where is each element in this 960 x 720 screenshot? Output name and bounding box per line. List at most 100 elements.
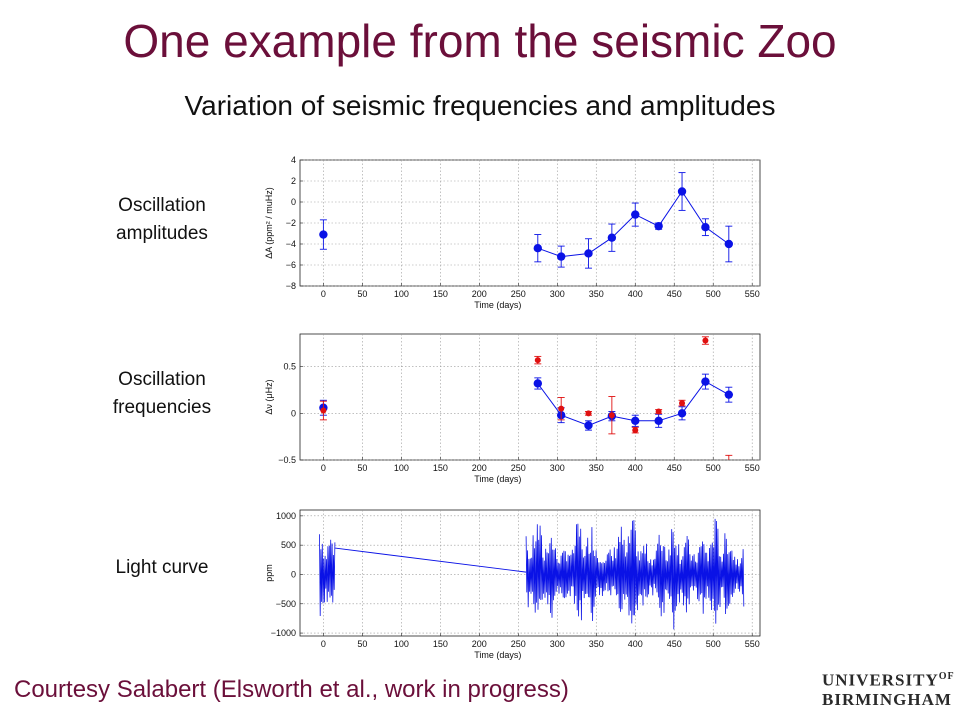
x-tick-label: 350 bbox=[589, 639, 604, 649]
y-axis-label: ppm bbox=[264, 564, 274, 582]
data-point bbox=[724, 390, 734, 399]
plot-area bbox=[319, 336, 734, 468]
x-tick-label: 400 bbox=[628, 463, 643, 473]
data-point bbox=[558, 405, 565, 412]
data-point bbox=[724, 239, 734, 249]
x-tick-label: 300 bbox=[550, 289, 565, 299]
data-point bbox=[584, 421, 593, 430]
lightcurve-chart: 0 50 100 150 200 250 300 350 400 450 500 550 1000 500… bbox=[264, 509, 761, 660]
data-point bbox=[677, 409, 687, 418]
data-point bbox=[584, 249, 593, 258]
x-tick-label: 300 bbox=[550, 639, 565, 649]
x-tick-label: 250 bbox=[511, 639, 526, 649]
data-point bbox=[655, 408, 662, 415]
y-axis-label: Δν (μHz) bbox=[264, 379, 274, 414]
x-tick-label: 100 bbox=[394, 463, 409, 473]
x-tick-label: 100 bbox=[394, 289, 409, 299]
data-point bbox=[320, 407, 327, 414]
x-tick-label: 400 bbox=[628, 639, 643, 649]
x-tick-label: 550 bbox=[745, 463, 760, 473]
x-tick-label: 200 bbox=[472, 639, 487, 649]
data-point bbox=[631, 416, 640, 425]
data-point bbox=[702, 337, 709, 344]
y-tick-label: 500 bbox=[281, 540, 296, 550]
data-point bbox=[679, 400, 686, 407]
data-point bbox=[631, 210, 640, 219]
frequency-chart: 0 50 100 150 200 250 300 350 400 450 500 550 0.5 0 −0.… bbox=[264, 333, 761, 484]
x-tick-label: 200 bbox=[472, 463, 487, 473]
x-tick-label: 450 bbox=[667, 463, 682, 473]
amplitude-chart: 0 50 100 150 200 250 300 350 400 450 500 550 4 2 0 −2 −4… bbox=[264, 155, 761, 310]
data-point bbox=[607, 233, 617, 242]
data-point bbox=[701, 223, 710, 232]
data-point bbox=[556, 252, 566, 261]
x-tick-label: 0 bbox=[321, 463, 326, 473]
x-tick-label: 0 bbox=[321, 289, 326, 299]
x-tick-label: 350 bbox=[589, 289, 604, 299]
data-point bbox=[654, 221, 663, 231]
y-tick-label: −0.5 bbox=[278, 455, 296, 465]
x-tick-label: 500 bbox=[706, 639, 721, 649]
plot-frame bbox=[299, 159, 761, 287]
courtesy-footer: Courtesy Salabert (Elsworth et al., work… bbox=[14, 676, 569, 703]
x-tick-label: 50 bbox=[357, 463, 367, 473]
x-tick-label: 450 bbox=[667, 639, 682, 649]
x-tick-label: 0 bbox=[321, 639, 326, 649]
y-tick-label: 0.5 bbox=[283, 362, 296, 372]
plot-frame bbox=[299, 333, 761, 461]
gap-line bbox=[335, 547, 527, 573]
data-point bbox=[726, 462, 732, 468]
x-tick-label: 550 bbox=[745, 289, 760, 299]
y-tick-label: −2 bbox=[286, 218, 296, 228]
y-tick-label: −1000 bbox=[271, 628, 296, 638]
x-tick-label: 200 bbox=[472, 289, 487, 299]
x-tick-label: 300 bbox=[550, 463, 565, 473]
data-point bbox=[585, 410, 592, 417]
slide-title: One example from the seismic Zoo bbox=[123, 15, 837, 67]
x-tick-label: 500 bbox=[706, 463, 721, 473]
data-point bbox=[701, 377, 710, 386]
logo-of: OF bbox=[938, 671, 955, 682]
x-axis-label: Time (days) bbox=[474, 300, 521, 310]
x-tick-label: 450 bbox=[667, 289, 682, 299]
y-tick-label: −500 bbox=[276, 599, 296, 609]
y-tick-label: 0 bbox=[291, 569, 296, 579]
y-axis-label: ΔA (ppm² / muHz) bbox=[264, 187, 274, 259]
x-axis-label: Time (days) bbox=[474, 474, 521, 484]
plot-area bbox=[319, 518, 745, 630]
data-point bbox=[654, 416, 663, 425]
x-tick-label: 550 bbox=[745, 639, 760, 649]
light-curve-trace bbox=[319, 534, 336, 617]
y-tick-label: −6 bbox=[286, 260, 296, 270]
x-tick-label: 350 bbox=[589, 463, 604, 473]
y-tick-label: −8 bbox=[286, 281, 296, 291]
y-tick-label: 0 bbox=[291, 408, 296, 418]
x-tick-label: 150 bbox=[433, 639, 448, 649]
amplitudes-label: Oscillation amplitudes bbox=[116, 195, 208, 244]
light-curve-trace bbox=[525, 518, 745, 630]
data-point bbox=[608, 412, 615, 419]
data-point bbox=[534, 357, 541, 364]
x-axis-label: Time (days) bbox=[474, 650, 521, 660]
data-point bbox=[319, 230, 328, 239]
data-point bbox=[533, 244, 542, 253]
x-tick-label: 50 bbox=[357, 639, 367, 649]
y-tick-label: 2 bbox=[291, 176, 296, 186]
y-tick-label: 1000 bbox=[276, 511, 296, 521]
plot-area bbox=[319, 172, 734, 269]
logo-birmingham: BIRMINGHAM bbox=[822, 689, 952, 709]
data-point bbox=[677, 187, 687, 196]
slide-subtitle: Variation of seismic frequencies and amp… bbox=[184, 90, 776, 121]
data-point bbox=[533, 379, 542, 388]
data-point bbox=[632, 427, 639, 434]
y-tick-label: 0 bbox=[291, 197, 296, 207]
frequencies-label: Oscillation frequencies bbox=[112, 369, 212, 418]
x-tick-label: 250 bbox=[511, 289, 526, 299]
y-tick-label: 4 bbox=[291, 155, 296, 165]
x-tick-label: 500 bbox=[706, 289, 721, 299]
x-tick-label: 150 bbox=[433, 289, 448, 299]
logo-university: UNIVERSITY bbox=[822, 670, 939, 690]
lightcurve-label: Light curve bbox=[115, 557, 209, 578]
x-tick-label: 150 bbox=[433, 463, 448, 473]
x-tick-label: 100 bbox=[394, 639, 409, 649]
